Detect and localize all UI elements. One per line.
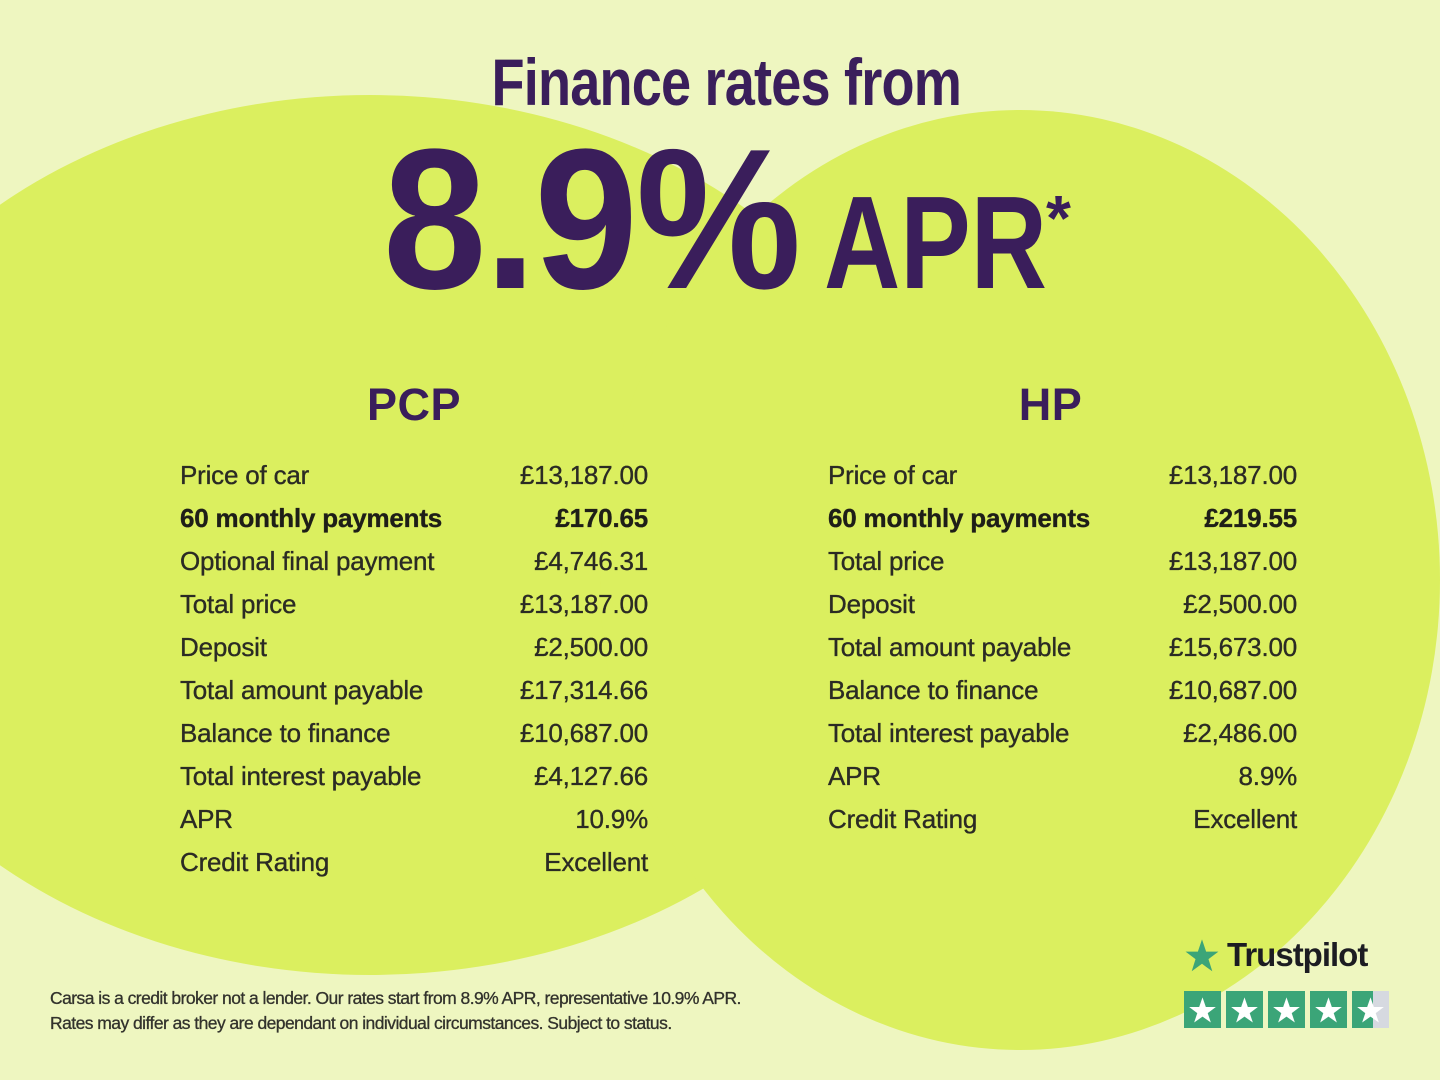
headline-apr-label: APR <box>824 169 1047 316</box>
finance-row: APR 8.9% <box>828 755 1298 798</box>
finance-row-value: £4,127.66 <box>534 761 648 791</box>
finance-row: Price of car £13,187.00 <box>828 454 1298 497</box>
finance-row: Total interest payable £4,127.66 <box>180 755 649 798</box>
finance-row-label: APR <box>180 804 233 834</box>
finance-row-label: Balance to finance <box>828 675 1039 705</box>
headline-rate: 8.9% <box>383 108 801 331</box>
finance-row-value: £2,486.00 <box>1183 718 1297 748</box>
rating-star-icon <box>1268 991 1305 1028</box>
finance-row: Deposit £2,500.00 <box>828 583 1298 626</box>
pcp-section: PCP Price of car £13,187.00 60 monthly p… <box>180 379 649 884</box>
finance-row-label: Price of car <box>828 460 958 490</box>
trustpilot-star-icon <box>1185 938 1219 971</box>
finance-row-value: £170.65 <box>555 503 648 533</box>
finance-row: Total amount payable £15,673.00 <box>828 626 1298 669</box>
hp-table: Price of car £13,187.00 60 monthly payme… <box>828 454 1298 841</box>
pcp-title: PCP <box>366 379 462 430</box>
finance-row: 60 monthly payments £170.65 <box>180 497 649 540</box>
trustpilot-badge: Trustpilot <box>1184 936 1389 1028</box>
headline-footnote-marker: * <box>1046 182 1071 254</box>
finance-row-label: 60 monthly payments <box>828 503 1091 533</box>
finance-row-value: £13,187.00 <box>1168 460 1298 490</box>
pcp-table: Price of car £13,187.00 60 monthly payme… <box>180 454 649 884</box>
finance-row-value: £10,687.00 <box>1168 675 1298 705</box>
finance-row-label: Balance to finance <box>180 718 391 748</box>
finance-row-label: Price of car <box>180 460 310 490</box>
trustpilot-rating-stars <box>1184 991 1389 1028</box>
background-circle-right <box>600 110 1440 1050</box>
finance-row: Total amount payable £17,314.66 <box>180 669 649 712</box>
finance-row-value: Excellent <box>544 847 648 877</box>
finance-row-value: 8.9% <box>1238 761 1297 791</box>
finance-row-label: Deposit <box>180 632 267 662</box>
finance-row-value: £17,314.66 <box>519 675 649 705</box>
hp-title: HP <box>1018 379 1083 430</box>
finance-row-label: Optional final payment <box>180 546 435 576</box>
finance-row-value: £10,687.00 <box>519 718 649 748</box>
finance-row-value: £2,500.00 <box>534 632 648 662</box>
finance-row: Price of car £13,187.00 <box>180 454 649 497</box>
finance-row-value: £13,187.00 <box>519 589 649 619</box>
finance-row: Balance to finance £10,687.00 <box>828 669 1298 712</box>
finance-row-value: £13,187.00 <box>519 460 649 490</box>
finance-row-label: Credit Rating <box>180 847 330 877</box>
trustpilot-wordmark: Trustpilot <box>1227 936 1368 973</box>
rating-star-icon <box>1226 991 1263 1028</box>
rating-star-icon <box>1184 991 1221 1028</box>
finance-row-label: 60 monthly payments <box>180 503 443 533</box>
finance-row: Balance to finance £10,687.00 <box>180 712 649 755</box>
finance-row: Optional final payment £4,746.31 <box>180 540 649 583</box>
finance-row-label: Total amount payable <box>180 675 424 705</box>
trustpilot-logo: Trustpilot <box>1184 936 1389 974</box>
finance-row: Credit Rating Excellent <box>180 841 649 884</box>
finance-row-label: Credit Rating <box>828 804 978 834</box>
finance-row-label: Total interest payable <box>180 761 422 791</box>
rating-star-icon <box>1310 991 1347 1028</box>
finance-row: Credit Rating Excellent <box>828 798 1298 841</box>
finance-row-value: £2,500.00 <box>1183 589 1297 619</box>
finance-row-label: Total price <box>180 589 297 619</box>
finance-row-value: 10.9% <box>575 804 648 834</box>
finance-row-value: £13,187.00 <box>1168 546 1298 576</box>
eyebrow-heading: Finance rates from <box>0 49 1440 115</box>
finance-row: Total price £13,187.00 <box>828 540 1298 583</box>
eyebrow-text: Finance rates from <box>491 45 961 119</box>
finance-row: 60 monthly payments £219.55 <box>828 497 1298 540</box>
hp-section: HP Price of car £13,187.00 60 monthly pa… <box>828 382 1298 841</box>
legal-disclaimer: Carsa is a credit broker not a lender. O… <box>50 986 742 1036</box>
finance-row-label: Total amount payable <box>828 632 1072 662</box>
finance-row-value: Excellent <box>1193 804 1297 834</box>
finance-row-label: Deposit <box>828 589 915 619</box>
disclaimer-line-2: Rates may differ as they are dependant o… <box>50 1013 672 1033</box>
finance-row: Deposit £2,500.00 <box>180 626 649 669</box>
disclaimer-line-1: Carsa is a credit broker not a lender. O… <box>50 988 742 1008</box>
finance-row: Total interest payable £2,486.00 <box>828 712 1298 755</box>
finance-row-value: £15,673.00 <box>1168 632 1298 662</box>
finance-row-value: £4,746.31 <box>534 546 648 576</box>
finance-row-label: Total price <box>828 546 945 576</box>
finance-row: APR 10.9% <box>180 798 649 841</box>
rating-star-icon <box>1352 991 1389 1028</box>
finance-row-value: £219.55 <box>1204 503 1297 533</box>
finance-row-label: APR <box>828 761 881 791</box>
finance-row-label: Total interest payable <box>828 718 1070 748</box>
finance-row: Total price £13,187.00 <box>180 583 649 626</box>
